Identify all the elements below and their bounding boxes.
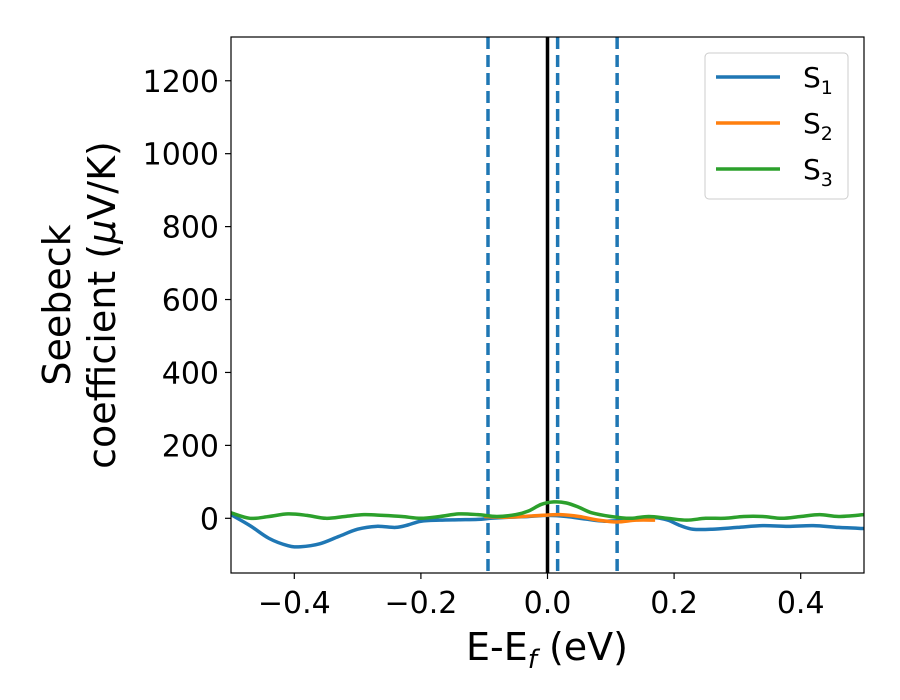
y-tick-label: 0 (200, 502, 219, 537)
y-axis-label: Seebeck coefficient (μV/K) (35, 141, 124, 469)
x-tick-label: 0.4 (777, 586, 825, 621)
x-tick-label: −0.4 (258, 586, 331, 621)
y-axis: 0 200 400 600 800 1000 1200 (143, 65, 231, 537)
y-tick-label: 400 (162, 356, 219, 391)
legend-label-s2: S2 (803, 107, 833, 145)
x-axis-label: E-Ef (eV) (466, 625, 628, 675)
svg-text:coefficient (μV/K): coefficient (μV/K) (80, 141, 124, 469)
legend-label-s3: S3 (803, 153, 833, 191)
vertical-reference-lines (486, 37, 619, 573)
y-tick-label: 600 (162, 284, 219, 319)
legend-box (704, 52, 849, 200)
legend-label-s1: S1 (803, 61, 833, 99)
y-tick-label: 1200 (143, 65, 219, 100)
y-tick-label: 800 (162, 211, 219, 246)
x-tick-label: 0.2 (650, 586, 698, 621)
svg-text:Seebeck: Seebeck (35, 224, 79, 385)
series-line-s3 (231, 500, 864, 522)
series-line-s2 (484, 512, 656, 524)
y-tick-label: 1000 (143, 138, 219, 173)
series-layer (231, 500, 864, 549)
x-axis: −0.4 −0.2 0.0 0.2 0.4 (258, 573, 825, 621)
legend: S1 S2 S3 (704, 52, 849, 200)
x-tick-label: 0.0 (524, 586, 572, 621)
x-tick-label: −0.2 (384, 586, 457, 621)
y-tick-label: 200 (162, 429, 219, 464)
